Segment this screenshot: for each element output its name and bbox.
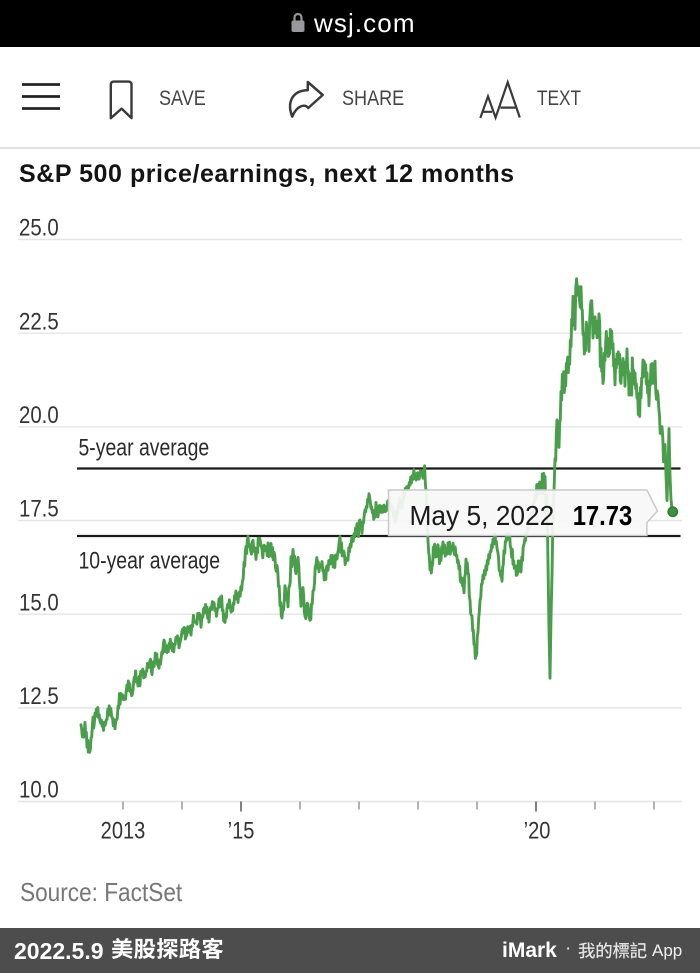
svg-text:2013: 2013 [101,817,146,844]
svg-text:17.5: 17.5 [19,495,59,522]
svg-text:25.0: 25.0 [19,214,59,241]
svg-text:12.5: 12.5 [19,683,59,710]
svg-text:’20: ’20 [524,817,551,844]
svg-text:15.0: 15.0 [19,589,59,616]
svg-text:5-year average: 5-year average [79,434,210,461]
svg-text:10.0: 10.0 [19,776,59,803]
svg-text:10-year average: 10-year average [79,546,221,573]
svg-text:May 5, 2022: May 5, 2022 [410,499,555,531]
svg-text:22.5: 22.5 [19,308,59,335]
svg-text:17.73: 17.73 [573,499,633,531]
svg-text:20.0: 20.0 [19,401,59,428]
svg-text:’15: ’15 [228,817,255,844]
